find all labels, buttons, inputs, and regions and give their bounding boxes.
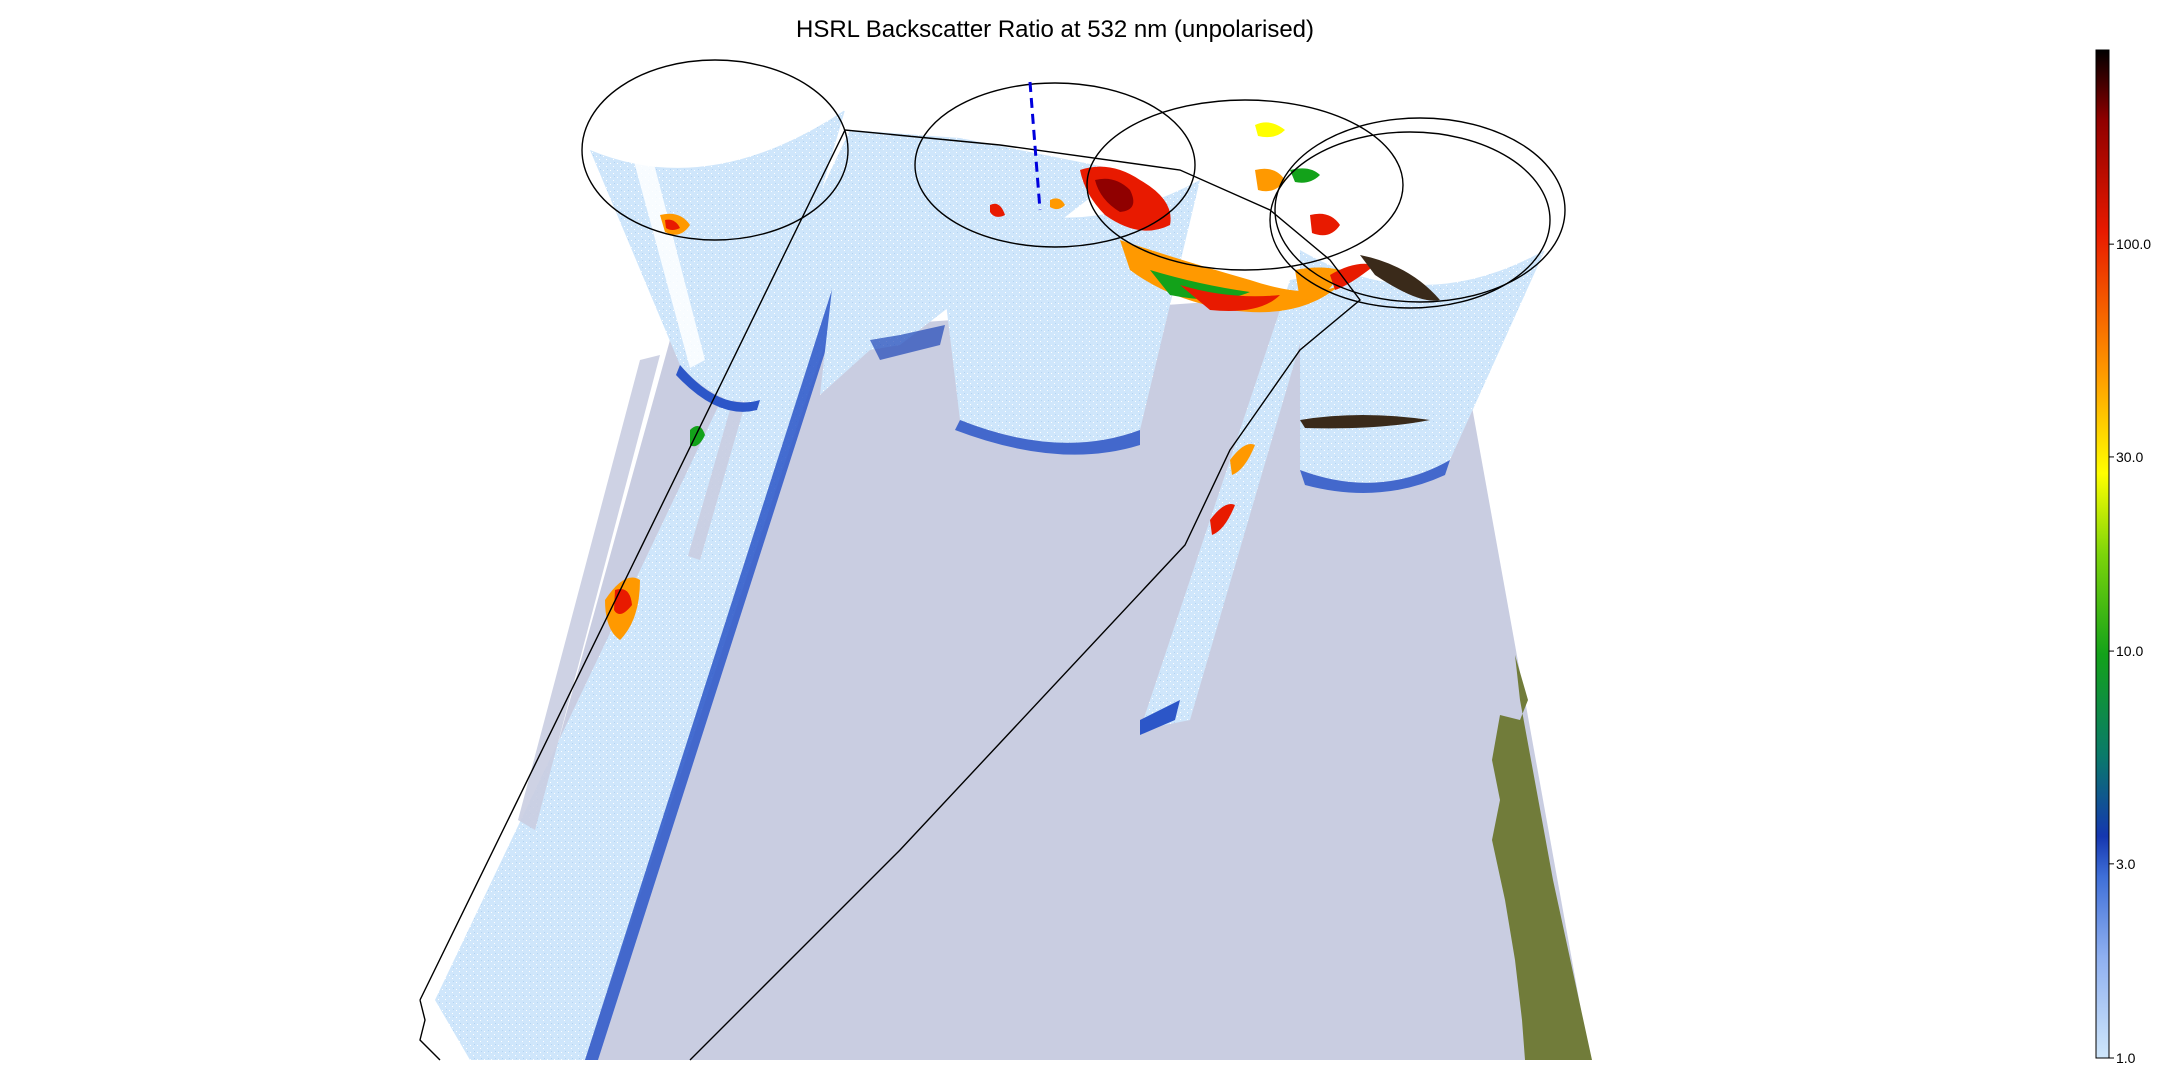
funnel-left-gap bbox=[620, 110, 705, 368]
colorbar-tick-label: 30.0 bbox=[2116, 449, 2143, 465]
plot-title: HSRL Backscatter Ratio at 532 nm (unpola… bbox=[796, 16, 1314, 43]
curtain-left-long bbox=[435, 130, 895, 1060]
orbit-ring-left bbox=[581, 59, 849, 241]
colorbar-ticks: 1.0 3.0 10.0 30.0 100.0 bbox=[2109, 236, 2151, 1066]
orbit-ring-middle-1 bbox=[914, 82, 1196, 248]
orbit-ring-middle-2 bbox=[1086, 99, 1404, 271]
colorbar-tick-label: 3.0 bbox=[2116, 856, 2136, 872]
curtain-left-gap bbox=[518, 355, 660, 830]
curtain-left-bottom-edge bbox=[585, 140, 893, 1060]
land-mass bbox=[1492, 655, 1592, 1060]
orbit-ring-right-2 bbox=[1274, 117, 1566, 303]
curtain-descending-edge bbox=[1140, 700, 1180, 735]
colorbar: 1.0 3.0 10.0 30.0 100.0 bbox=[2095, 49, 2151, 1066]
funnel-left-bottom bbox=[676, 365, 760, 412]
flight-track-main bbox=[419, 129, 1361, 1061]
curtain-top-edge bbox=[870, 325, 945, 360]
position-marker bbox=[1028, 81, 1042, 211]
funnel-middle bbox=[930, 170, 1200, 443]
curtain-descending bbox=[1140, 275, 1320, 730]
cloud-features bbox=[605, 122, 1440, 640]
orbit-ring-right bbox=[1269, 131, 1551, 309]
colorbar-gradient bbox=[2095, 49, 2110, 1059]
plot-area: HSRL Backscatter Ratio at 532 nm (unpola… bbox=[419, 16, 1592, 1061]
flight-track bbox=[419, 59, 1566, 1061]
colorbar-tick-label: 100.0 bbox=[2116, 236, 2151, 252]
funnel-right-bottom bbox=[1300, 460, 1450, 493]
colorbar-tick-label: 1.0 bbox=[2116, 1050, 2136, 1066]
colorbar-tick-label: 10.0 bbox=[2116, 643, 2143, 659]
funnel-middle-bottom bbox=[955, 420, 1140, 455]
